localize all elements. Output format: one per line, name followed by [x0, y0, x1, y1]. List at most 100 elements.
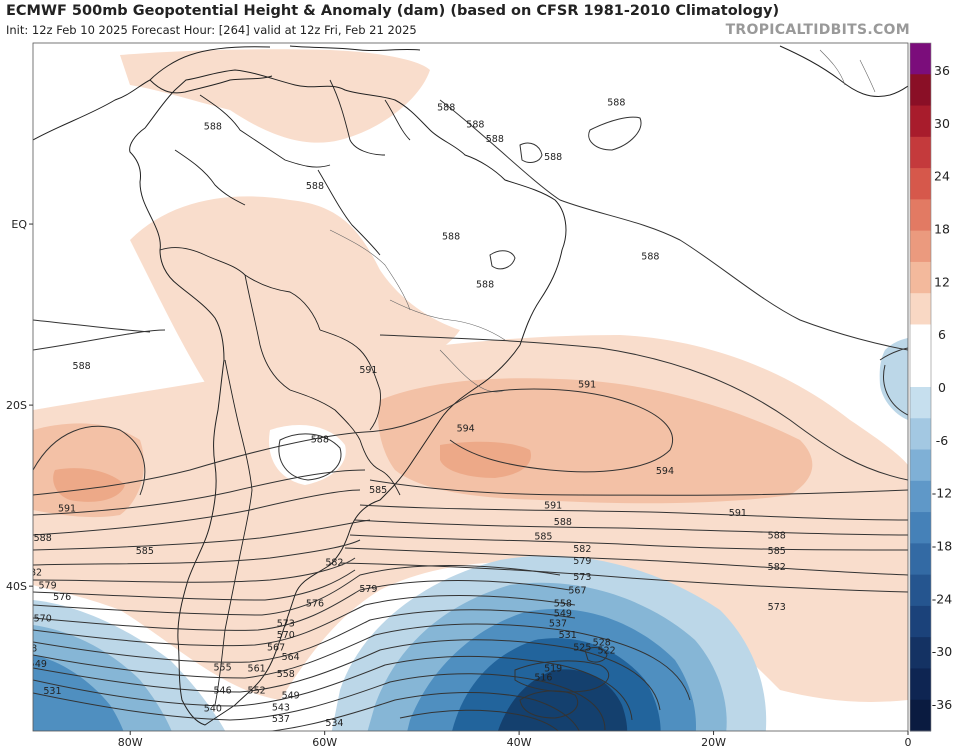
contour-label: 546: [214, 685, 232, 696]
contour-label: 558: [19, 644, 37, 655]
contour-label: 516: [534, 673, 552, 684]
colorbar-label: 0: [938, 380, 946, 395]
contour-label: 588: [306, 181, 324, 192]
contour-label: 531: [43, 686, 61, 697]
coastlines-and-borders: [33, 45, 908, 726]
contour-label: 588: [768, 530, 786, 541]
contour-label: 573: [277, 618, 295, 629]
colorbar-label: -24: [932, 591, 952, 606]
anomaly-region-neg1: [879, 338, 908, 420]
contour-label: 549: [282, 691, 300, 702]
contour-label: 531: [559, 630, 577, 641]
lon-label: 0: [905, 736, 912, 749]
colorbar-label: -30: [932, 644, 952, 659]
height-contour-line: [33, 623, 691, 701]
contour-label: 522: [598, 645, 616, 656]
contour-label: 537: [549, 618, 567, 629]
colorbar-segment: [910, 324, 931, 357]
anomaly-colorbar: 36 30 24 18 12 6 0 -6 -12 -18 -24 -30 -36: [909, 42, 952, 732]
contour-label: 585: [768, 546, 786, 557]
coastline: [289, 45, 421, 52]
height-contour-line: [369, 479, 908, 496]
anomaly-region-neg3: [33, 655, 124, 731]
country-border: [384, 99, 411, 141]
anomaly-region-white: [269, 425, 346, 485]
height-contour-line: [268, 692, 580, 731]
contour-label: 588: [554, 517, 572, 528]
colorbar-segment: [910, 637, 931, 669]
colorbar-frame: [909, 42, 932, 732]
contour-label: 573: [4, 602, 22, 613]
height-contour-line: [584, 647, 608, 663]
contour-label: 558: [277, 669, 295, 680]
height-contour-line: [359, 504, 908, 521]
height-contour-line: [33, 539, 361, 566]
colorbar-segment: [910, 574, 931, 607]
contour-label: 570: [34, 614, 52, 625]
contour-label: 543: [272, 702, 290, 713]
anomaly-region-pos3: [53, 468, 125, 502]
coastline: [779, 45, 908, 97]
contour-label: 573: [573, 572, 591, 583]
height-contour-line: [349, 534, 908, 551]
height-contour-line: [33, 489, 361, 536]
contour-label: 588: [311, 435, 329, 446]
contour-label: 576: [306, 598, 324, 609]
colorbar-label: 30: [934, 116, 950, 131]
state-border: [819, 49, 846, 86]
height-contour-line: [33, 425, 146, 496]
colorbar-label: 24: [934, 169, 950, 184]
contour-label: 591: [58, 503, 76, 514]
contour-label: 567: [568, 586, 586, 597]
site-brand[interactable]: TROPICALTIDBITS.COM: [725, 22, 910, 38]
contour-label: 549: [554, 608, 572, 619]
state-border: [439, 349, 506, 393]
height-contour-line: [33, 580, 571, 631]
country-border: [214, 359, 253, 706]
height-contour-line: [379, 334, 908, 481]
height-contour-line: [33, 569, 356, 601]
height-contour-line: [514, 660, 610, 693]
country-border: [319, 329, 381, 431]
lat-label: EQ: [11, 218, 27, 231]
height-contour-line: [33, 639, 661, 711]
colorbar-label: 36: [934, 63, 950, 78]
coastline: [129, 69, 567, 726]
height-contour-line: [588, 116, 642, 151]
contour-label: 588: [34, 533, 52, 544]
contour-label: 588: [641, 252, 659, 263]
height-contour-line: [519, 690, 579, 719]
country-border: [174, 149, 246, 206]
country-border: [329, 79, 386, 156]
contour-label: 591: [544, 501, 562, 512]
contour-label: 579: [39, 580, 57, 591]
colorbar-segment: [910, 543, 931, 576]
colorbar-label: -12: [932, 486, 952, 501]
contour-label: 582: [573, 544, 591, 555]
lon-label: 60W: [312, 736, 337, 749]
contour-label: 585: [534, 531, 552, 542]
contour-label: 585: [369, 485, 387, 496]
contour-label: 591: [578, 379, 596, 390]
contour-label: 582: [325, 558, 343, 569]
colorbar-segment: [910, 168, 931, 200]
lon-label: 20W: [701, 736, 726, 749]
colorbar-segment: [910, 293, 931, 325]
contour-label: 561: [248, 664, 266, 675]
contour-label: 528: [593, 637, 611, 648]
contour-label: 573: [768, 602, 786, 613]
contour-label: 576: [53, 592, 71, 603]
anomaly-region-pos1: [130, 196, 460, 420]
contour-label: 555: [214, 663, 232, 674]
state-border: [859, 59, 876, 93]
height-contours: [33, 99, 908, 731]
contour-label: 564: [282, 652, 300, 663]
contour-label: 588: [437, 102, 455, 113]
contour-label: 525: [573, 643, 591, 654]
coastline: [149, 75, 273, 94]
height-contour-line: [33, 388, 673, 496]
colorbar-segment: [910, 480, 931, 513]
colorbar-segment: [910, 699, 931, 732]
contour-label: 588: [466, 119, 484, 130]
